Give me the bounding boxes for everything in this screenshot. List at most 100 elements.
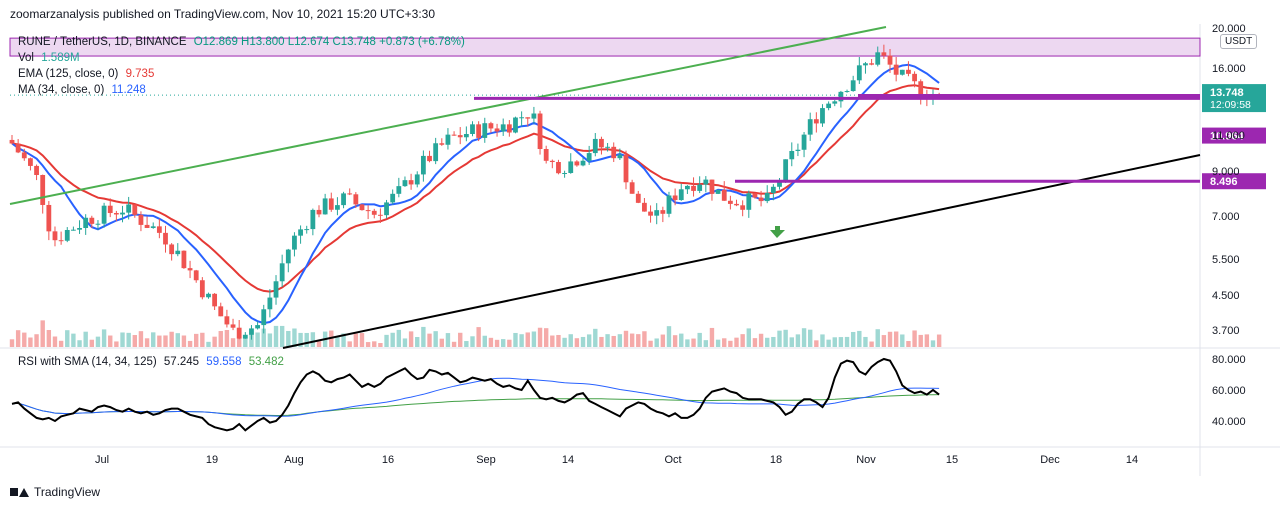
volume-bar: [525, 332, 530, 347]
time-tick-label: 14: [562, 454, 574, 466]
candle: [519, 111, 525, 127]
volume-bar: [808, 329, 813, 347]
volume-bar: [881, 335, 887, 347]
ma-line: [11, 63, 940, 325]
candle-body: [322, 198, 328, 215]
volume-bar: [470, 336, 475, 347]
legend-ema-label[interactable]: EMA (125, close, 0): [18, 68, 119, 80]
candle-body: [660, 210, 666, 214]
last-price-badge: [1202, 84, 1266, 113]
price-tick-label: 3.700: [1212, 325, 1240, 337]
chart-area[interactable]: 13.50010.9648.49620.00016.00013.00011.00…: [0, 23, 1280, 476]
candle-body: [120, 212, 125, 215]
candle-body: [893, 64, 899, 75]
candle: [697, 176, 703, 194]
candle: [384, 199, 389, 219]
candle: [230, 318, 236, 331]
price-tick-label: 11.000: [1212, 130, 1245, 142]
candle: [267, 289, 273, 318]
volume-bar: [206, 341, 211, 347]
volume-bar: [801, 328, 807, 347]
volume-bars: [9, 320, 942, 347]
volume-bar: [433, 331, 438, 347]
volume-bar: [108, 335, 113, 347]
candle-body: [236, 327, 242, 339]
chart-svg[interactable]: 13.50010.9648.49620.00016.00013.00011.00…: [0, 23, 1280, 476]
volume-bar: [286, 330, 291, 347]
candle: [285, 248, 291, 273]
candle: [715, 189, 721, 195]
candle: [586, 145, 592, 165]
candle-body: [378, 214, 383, 216]
legend-symbol[interactable]: RUNE / TetherUS, 1D, BINANCE: [18, 36, 187, 48]
candle: [635, 190, 641, 204]
volume-bar: [703, 340, 709, 347]
candle-body: [844, 91, 850, 93]
candle-body: [40, 175, 46, 205]
volume-bar: [930, 340, 936, 347]
rsi-line: [11, 357, 940, 432]
volume-bar: [832, 337, 837, 347]
candle: [709, 179, 715, 201]
footer-brand-row: TradingView: [10, 485, 100, 499]
volume-bar: [335, 337, 340, 347]
volume-bar: [550, 335, 555, 347]
candle: [199, 277, 205, 300]
volume-bar: [617, 334, 623, 347]
volume-bar: [537, 327, 543, 347]
candle-body: [156, 226, 162, 233]
candle: [402, 176, 408, 187]
legend-rsi-label[interactable]: RSI with SMA (14, 34, 125): [18, 356, 157, 368]
candle-body: [740, 205, 746, 210]
volume-bar: [912, 330, 917, 347]
candle-body: [580, 160, 586, 166]
candle-body: [21, 152, 27, 159]
rsi-tick-label: 80.000: [1212, 354, 1246, 366]
candle-body: [304, 229, 310, 231]
legend-rsi-row: RSI with SMA (14, 34, 125) 57.245 59.558…: [18, 356, 288, 368]
candle-body: [519, 117, 525, 119]
legend-vol-label[interactable]: Vol: [18, 52, 34, 64]
candle: [193, 269, 199, 283]
candle-body: [427, 155, 432, 162]
price-tick-label: 20.000: [1212, 24, 1246, 35]
candle: [224, 309, 230, 328]
candle-body: [752, 193, 758, 198]
candle: [427, 150, 432, 163]
candle: [494, 123, 500, 137]
candle-body: [807, 119, 813, 135]
candle: [328, 192, 334, 212]
candle-body: [113, 213, 119, 215]
candle-body: [242, 334, 248, 339]
footer-brand[interactable]: TradingView: [34, 485, 101, 499]
candle-body: [138, 214, 144, 225]
volume-bar: [893, 331, 899, 347]
candle-body: [89, 217, 95, 224]
candle: [642, 197, 647, 212]
volume-bar: [568, 334, 573, 347]
candle-body: [488, 123, 494, 129]
volume-bar: [138, 331, 144, 347]
candle: [21, 148, 27, 161]
candle: [826, 101, 832, 111]
candle: [881, 44, 887, 59]
volume-bar: [728, 340, 733, 347]
candle-body: [384, 202, 389, 216]
candle-body: [758, 197, 764, 202]
candle-body: [433, 143, 439, 162]
legend-ma-row: MA (34, close, 0) 11.248: [18, 84, 150, 96]
candle: [359, 204, 365, 211]
volume-bar: [654, 338, 659, 347]
candle: [341, 191, 346, 209]
unit-badge[interactable]: USDT: [1220, 34, 1258, 49]
volume-bar: [267, 333, 273, 347]
legend-ma-label[interactable]: MA (34, close, 0): [18, 84, 105, 96]
legend-rsi-value: 57.245: [163, 356, 200, 368]
candle: [365, 205, 371, 220]
volume-bar: [126, 332, 131, 347]
volume-bar: [292, 328, 297, 347]
volume-bar: [685, 339, 690, 347]
candle: [218, 302, 224, 317]
candle: [801, 131, 807, 158]
volume-bar: [9, 339, 15, 347]
